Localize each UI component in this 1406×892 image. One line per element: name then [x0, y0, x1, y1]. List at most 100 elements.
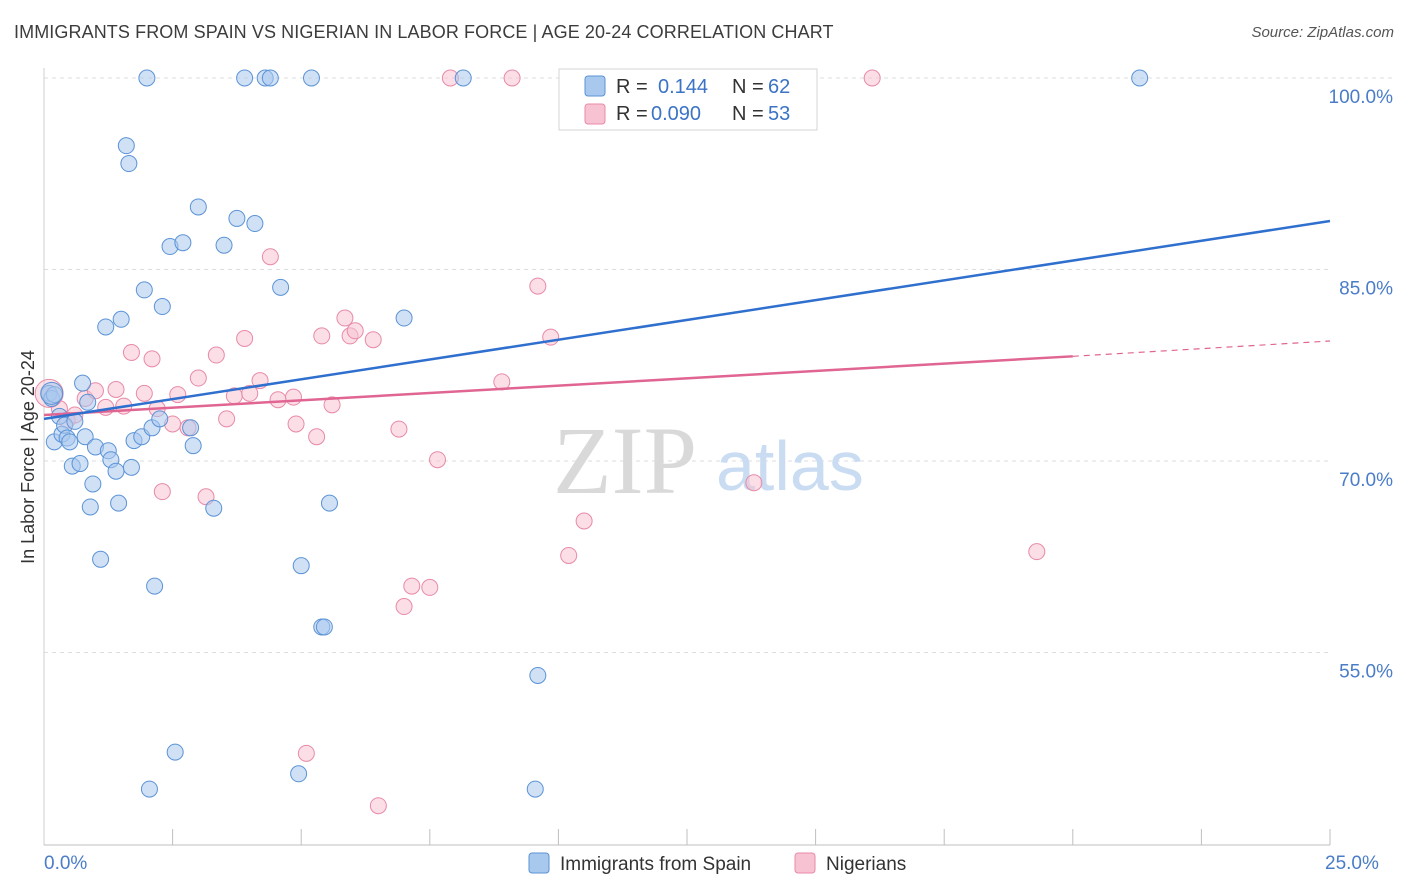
point-nigerians-20 — [218, 410, 236, 428]
point-spain-30 — [135, 281, 153, 299]
point-nigerians-29 — [308, 428, 326, 446]
legend-n-label-1: N = — [732, 76, 764, 98]
point-nigerians-31 — [323, 396, 341, 414]
y-tick-label-0: 55.0% — [1339, 662, 1393, 683]
point-spain-23 — [110, 494, 128, 512]
point-nigerians-27 — [284, 388, 302, 406]
point-nigerians-19 — [207, 346, 225, 364]
point-nigerians-28 — [287, 415, 305, 433]
point-nigerians-10 — [135, 384, 153, 402]
point-spain-11 — [71, 455, 89, 473]
y-tick-labels: 55.0% 70.0% 85.0% 100.0% — [1329, 87, 1394, 683]
trend-line-nigerians — [43, 355, 1073, 417]
point-spain-18 — [92, 550, 110, 568]
point-spain-35 — [153, 298, 171, 316]
point-nigerians-34 — [346, 322, 364, 340]
x-tick-marks — [172, 829, 1331, 845]
y-tick-label-2: 85.0% — [1339, 279, 1393, 300]
bottom-legend-label-spain: Immigrants from Spain — [560, 854, 751, 875]
point-spain-19 — [97, 318, 115, 336]
point-spain-40 — [184, 437, 202, 455]
point-spain-61 — [1131, 69, 1149, 87]
legend-r-value-1: 0.144 — [658, 76, 708, 98]
point-spain-22 — [107, 462, 125, 480]
point-spain-52 — [302, 69, 320, 87]
point-spain-55 — [320, 494, 338, 512]
point-nigerians-43 — [529, 277, 547, 295]
point-nigerians-9 — [122, 343, 140, 361]
watermark-atlas: atlas — [716, 427, 864, 505]
point-spain-60 — [140, 780, 158, 798]
point-spain-26 — [120, 155, 138, 173]
legend-r-value-2: 0.090 — [651, 103, 701, 125]
point-spain-16 — [84, 475, 102, 493]
point-nigerians-13 — [153, 483, 171, 501]
chart-title: IMMIGRANTS FROM SPAIN VS NIGERIAN IN LAB… — [14, 22, 834, 42]
correlation-legend: R = 0.144 N = 62 R = 0.090 N = 53 — [558, 68, 818, 131]
point-spain-58 — [526, 780, 544, 798]
point-nigerians-46 — [575, 512, 593, 530]
point-spain-41 — [189, 198, 207, 216]
point-spain-8 — [61, 433, 79, 451]
point-spain-43 — [215, 236, 233, 254]
point-spain-31 — [138, 69, 156, 87]
trend-line-nigerians-extension — [1072, 340, 1331, 357]
point-nigerians-36 — [369, 797, 387, 815]
point-spain-14 — [79, 393, 97, 411]
series-spain-points — [40, 69, 1149, 798]
point-spain-59 — [529, 666, 547, 684]
point-spain-56 — [395, 309, 413, 327]
point-spain-54 — [315, 618, 333, 636]
point-nigerians-30 — [313, 327, 331, 345]
legend-r-label-2: R = — [616, 103, 648, 125]
point-spain-46 — [246, 215, 264, 233]
point-spain-37 — [166, 743, 184, 761]
y-tick-label-3: 100.0% — [1329, 87, 1394, 108]
point-spain-50 — [290, 765, 308, 783]
point-nigerians-48 — [863, 69, 881, 87]
point-spain-24 — [112, 310, 130, 328]
point-spain-33 — [146, 577, 164, 595]
trend-lines — [43, 219, 1331, 421]
point-nigerians-41 — [429, 451, 447, 469]
y-axis-label: In Labor Force | Age 20-24 — [18, 350, 38, 564]
point-nigerians-39 — [403, 577, 421, 595]
point-nigerians-22 — [236, 329, 254, 347]
point-spain-27 — [122, 458, 140, 476]
point-nigerians-37 — [390, 420, 408, 438]
point-nigerians-40 — [421, 578, 439, 596]
point-spain-49 — [272, 278, 290, 296]
x-tick-label-max: 25.0% — [1325, 853, 1379, 874]
point-spain-42 — [205, 499, 223, 517]
point-nigerians-47 — [745, 474, 763, 492]
point-spain-38 — [174, 234, 192, 252]
watermark-zip: ZIP — [553, 407, 697, 514]
point-nigerians-7 — [107, 381, 125, 399]
legend-swatch-nigerians — [584, 103, 606, 125]
point-spain-15 — [81, 498, 99, 516]
legend-n-value-2: 53 — [768, 103, 790, 125]
point-nigerians-32 — [336, 309, 354, 327]
point-spain-34 — [151, 410, 169, 428]
gridlines — [44, 77, 1395, 653]
source-label: Source: ZipAtlas.com — [1251, 24, 1394, 41]
bottom-legend-swatch-nigerians — [794, 852, 816, 874]
point-nigerians-50 — [297, 744, 315, 762]
point-nigerians-38 — [395, 598, 413, 616]
point-spain-44 — [228, 209, 246, 227]
point-spain-25 — [117, 137, 135, 155]
point-spain-57 — [454, 69, 472, 87]
legend-n-value-1: 62 — [768, 76, 790, 98]
point-nigerians-23 — [241, 384, 259, 402]
bottom-legend-label-nigerians: Nigerians — [826, 854, 906, 875]
trend-line-spain — [43, 219, 1331, 421]
point-spain-13 — [76, 428, 94, 446]
point-nigerians-11 — [143, 350, 161, 368]
point-nigerians-35 — [364, 331, 382, 349]
point-nigerians-17 — [189, 369, 207, 387]
legend-n-label-2: N = — [732, 103, 764, 125]
point-nigerians-26 — [269, 391, 287, 409]
point-spain-48 — [261, 69, 279, 87]
bottom-legend-swatch-spain — [528, 852, 550, 874]
